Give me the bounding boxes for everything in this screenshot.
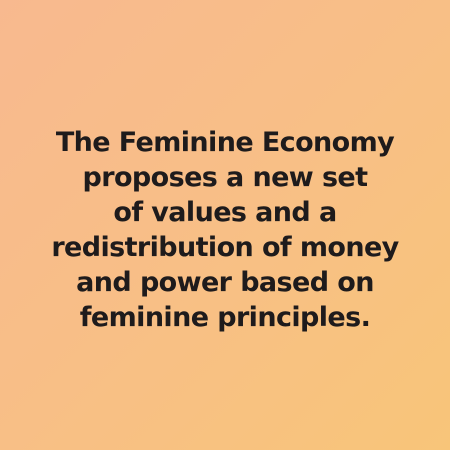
quote-text: The Feminine Economy proposes a new set … xyxy=(15,125,435,335)
quote-line-5: and power based on xyxy=(76,267,374,298)
quote-line-4: redistribution of money xyxy=(51,232,399,263)
quote-line-3: of values and a xyxy=(113,197,337,228)
quote-line-6: feminine principles. xyxy=(79,302,371,333)
quote-line-2: proposes a new set xyxy=(82,162,369,193)
quote-line-1: The Feminine Economy xyxy=(55,127,395,158)
